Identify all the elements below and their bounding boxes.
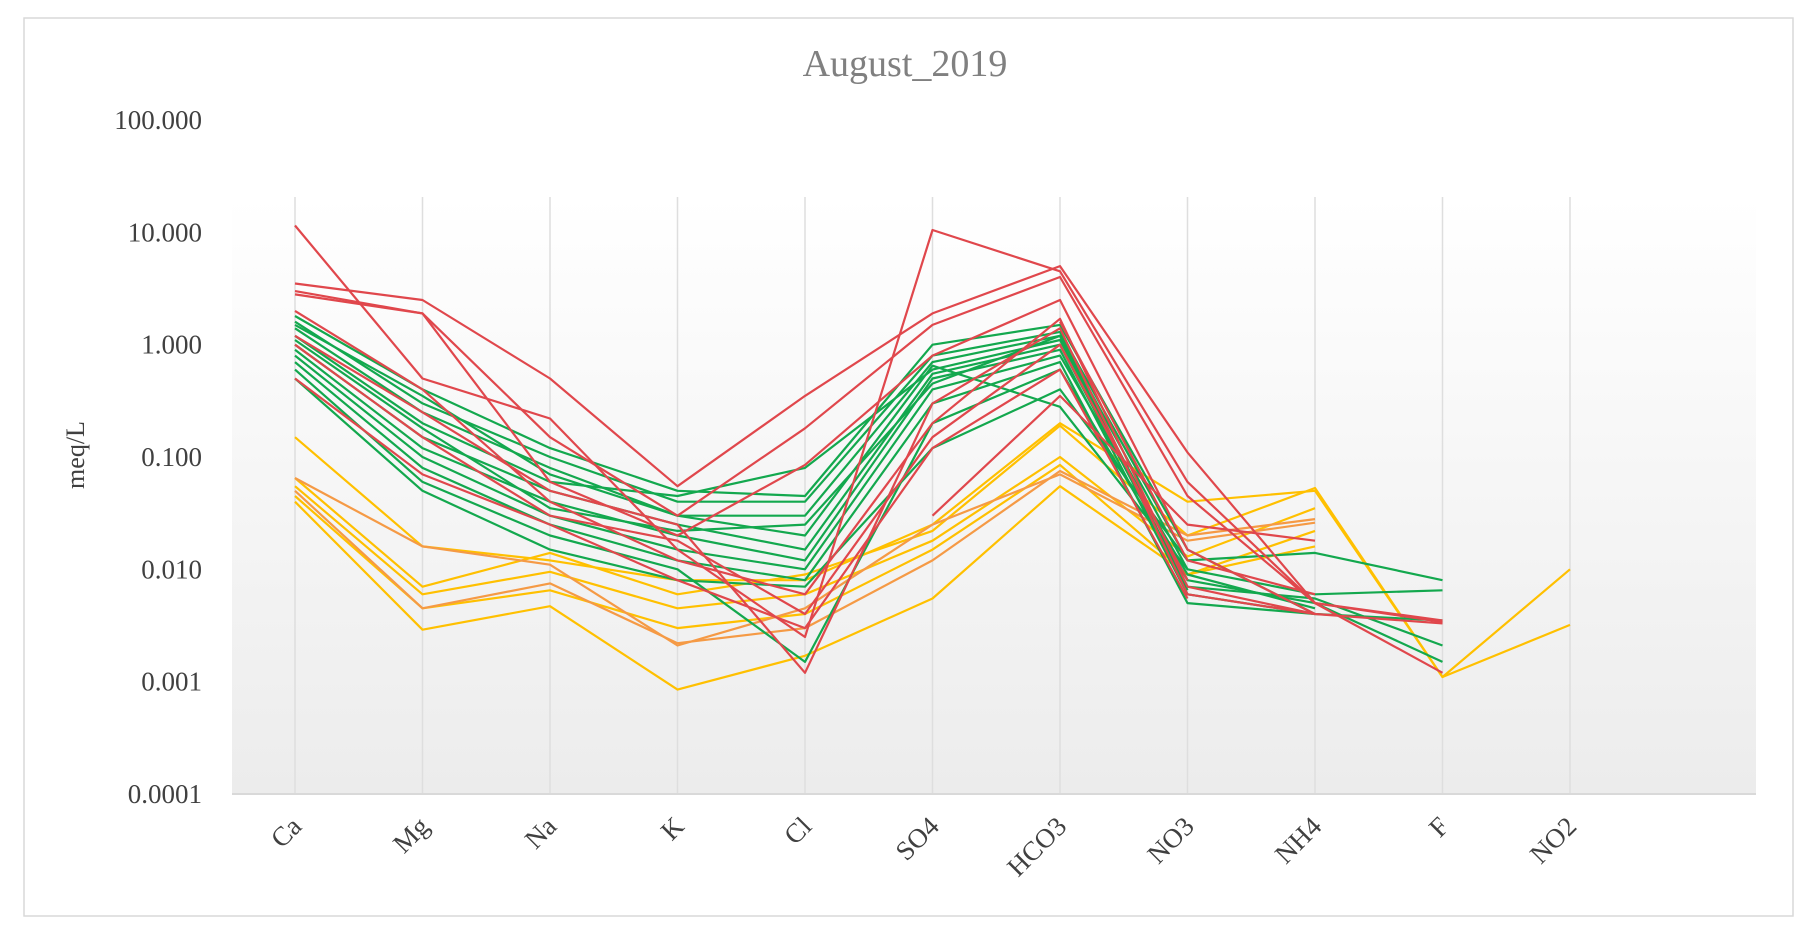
plot-background xyxy=(232,197,1756,794)
series-line-red-5 xyxy=(294,309,1316,616)
series-line-red-4 xyxy=(294,293,1443,625)
series-line-green-5 xyxy=(294,343,1443,647)
y-tick-label: 0.001 xyxy=(141,667,202,697)
series-line-green-6 xyxy=(294,348,1316,616)
series-line-yellow-2 xyxy=(294,424,1571,679)
series-line-green-9 xyxy=(294,368,1189,664)
series-line-green-12 xyxy=(294,334,1189,591)
y-tick-label: 10.000 xyxy=(128,217,202,247)
y-tick-label: 1.000 xyxy=(141,330,202,360)
y-axis-label: meq/L xyxy=(61,421,90,489)
y-tick-label: 0.010 xyxy=(141,554,202,584)
series-line-green-2 xyxy=(294,320,1443,582)
series-line-red-2 xyxy=(294,265,1443,622)
series-lines xyxy=(294,224,1571,691)
gridlines xyxy=(294,197,1571,794)
chart-title: August_2019 xyxy=(803,43,1008,85)
series-line-red-10 xyxy=(1059,321,1316,596)
series-line-red-9 xyxy=(931,394,1316,542)
series-line-red-7 xyxy=(294,343,1189,616)
y-tick-label: 0.100 xyxy=(141,442,202,472)
y-tick-label: 100.000 xyxy=(114,105,202,135)
series-line-red-8 xyxy=(294,368,1189,630)
series-line-red-3 xyxy=(294,275,1443,624)
series-line-red-6 xyxy=(294,327,1316,674)
series-line-yellow-5 xyxy=(294,485,1316,691)
y-tick-label: 0.0001 xyxy=(128,779,202,809)
series-line-orange-2 xyxy=(294,473,1316,647)
